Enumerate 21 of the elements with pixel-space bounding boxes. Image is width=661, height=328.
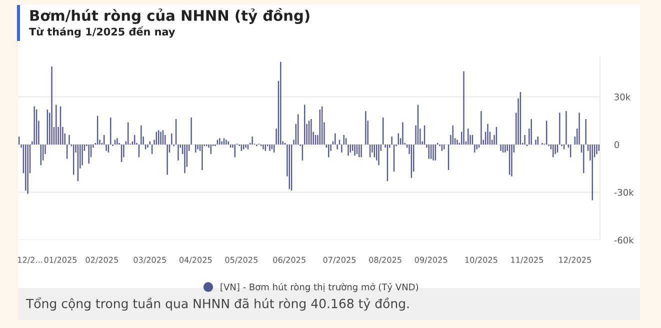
x-tick-label: 02/2025 [86,256,118,264]
x-tick-label: 09/2025 [414,256,448,264]
x-tick-label: 08/2025 [369,256,402,264]
y-tick-label: -60k [614,236,634,244]
x-tick-label: 10/2025 [465,256,498,264]
chart-subtitle: Từ tháng 1/2025 đến nay [29,26,176,38]
y-tick-label: 0 [614,141,620,148]
x-tick-label: 01/2025 [44,256,77,264]
chart-title: Bơm/hút ròng của NHNN (tỷ đồng) [30,8,310,24]
x-tick-label: 11/2025 [511,256,544,264]
x-tick-label: 06/2025 [273,256,306,264]
text: Tổng cộng trong tuần qua NHNN đã hút ròng 40.168 tỷ đồng. [26,297,409,311]
legend-label: [VN] - Bơm hút ròng thị trường mở (Tỷ VND) [220,282,418,292]
x-tick-label: 07/2025 [323,256,356,264]
y-tick-label: -30k [614,188,634,196]
y-tick-label: 30k [614,93,631,100]
x-tick-label: 04/2025 [179,256,212,264]
x-tick-label: 03/2025 [134,256,166,264]
x-tick-label: 12/2025 [559,256,591,264]
x-tick-label: 05/2025 [225,256,258,264]
x-tick-label: 12/2... [18,256,42,264]
